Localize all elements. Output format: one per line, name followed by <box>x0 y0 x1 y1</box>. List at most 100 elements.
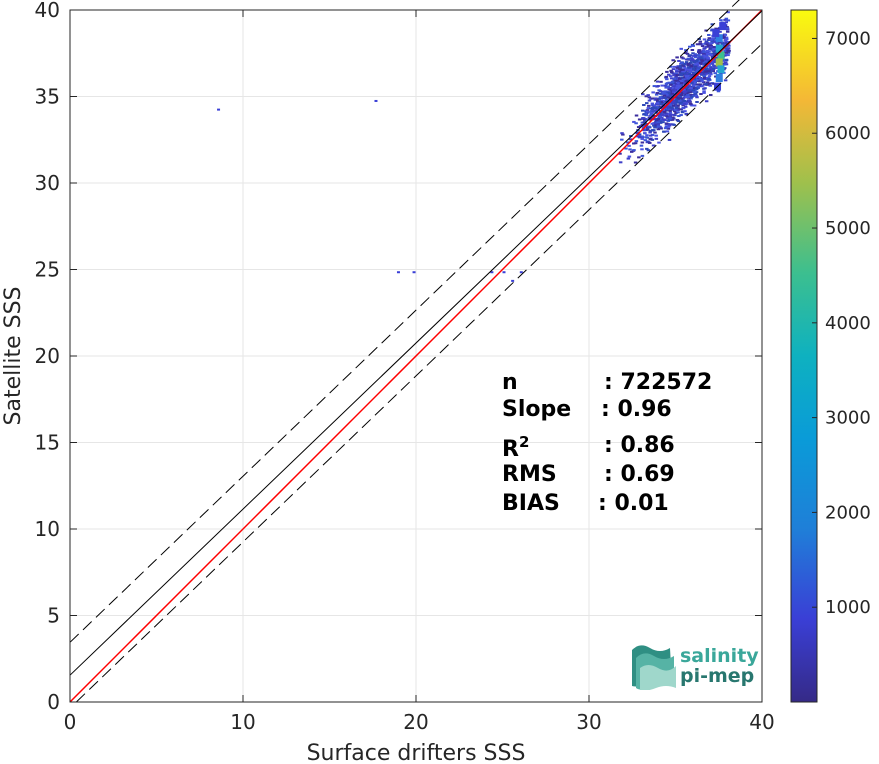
density-point <box>694 79 699 82</box>
density-point <box>702 49 706 52</box>
density-point <box>679 74 683 77</box>
density-point <box>658 92 663 95</box>
density-point <box>709 73 713 76</box>
density-point <box>710 62 715 65</box>
density-point <box>702 74 707 77</box>
density-point <box>714 27 718 30</box>
density-point <box>670 106 674 109</box>
density-point <box>681 107 686 110</box>
density-point <box>666 127 671 130</box>
density-point <box>675 86 679 89</box>
density-point <box>701 52 706 55</box>
density-point <box>701 53 706 56</box>
colorbar-tick-label: 5000 <box>825 218 871 239</box>
density-point <box>671 85 675 88</box>
density-point <box>670 81 675 84</box>
density-point <box>672 78 676 81</box>
density-point <box>643 120 647 123</box>
density-point <box>686 86 691 89</box>
density-point <box>707 82 712 85</box>
density-point <box>650 108 655 111</box>
stat-value: : 0.01 <box>598 491 669 516</box>
density-point <box>726 51 731 54</box>
density-point <box>654 134 658 137</box>
stat-value: : 722572 <box>604 370 713 395</box>
density-point <box>672 113 676 116</box>
density-point <box>654 98 659 101</box>
density-point <box>693 56 698 59</box>
density-point <box>661 108 666 111</box>
density-point <box>702 90 706 93</box>
colorbar-ticks: 1000 2000 3000 4000 5000 6000 7000 <box>812 28 871 618</box>
density-point <box>690 95 694 98</box>
density-point <box>723 18 727 21</box>
density-point <box>671 68 676 71</box>
density-point <box>706 42 710 45</box>
density-point <box>650 133 655 136</box>
density-point <box>693 72 698 75</box>
density-point <box>643 139 648 142</box>
density-point <box>713 65 717 68</box>
density-point <box>626 157 631 160</box>
stat-value: : 0.86 <box>604 433 675 458</box>
density-point <box>653 97 658 100</box>
density-point <box>699 72 704 75</box>
density-point <box>707 77 711 80</box>
density-point <box>685 91 689 94</box>
wave-logo-icon <box>632 645 676 691</box>
upper-bound-line <box>69 0 740 643</box>
density-point <box>674 79 678 82</box>
density-point <box>716 43 720 46</box>
density-point <box>674 75 678 78</box>
density-point <box>697 51 701 54</box>
density-point <box>709 38 713 41</box>
y-tick-label: 0 <box>47 690 60 714</box>
density-point <box>680 80 684 83</box>
density-point <box>678 102 683 105</box>
density-point <box>686 89 691 92</box>
density-point <box>678 99 682 102</box>
density-point <box>668 75 673 78</box>
x-tick-label: 40 <box>749 710 774 734</box>
density-point <box>707 78 712 81</box>
density-point <box>702 47 706 50</box>
density-point <box>674 112 678 115</box>
density-point <box>724 17 729 20</box>
density-point <box>658 120 662 123</box>
density-point <box>688 68 693 71</box>
density-point <box>676 88 681 91</box>
density-point <box>704 71 708 74</box>
density-hotspot <box>715 58 723 67</box>
density-point <box>682 76 687 79</box>
y-tick-label: 30 <box>35 171 60 195</box>
density-point <box>671 90 676 93</box>
density-point <box>724 59 729 62</box>
density-point <box>653 131 657 134</box>
density-point <box>722 43 727 46</box>
density-point <box>637 133 642 136</box>
density-point <box>694 87 699 90</box>
density-point <box>708 84 713 87</box>
outlier-point <box>519 271 523 274</box>
density-point <box>651 91 655 94</box>
density-point <box>663 97 668 100</box>
stat-label: RMS <box>502 462 557 487</box>
density-point <box>688 45 692 48</box>
density-point <box>697 57 701 60</box>
density-point <box>672 81 677 84</box>
density-point <box>670 96 675 99</box>
density-point <box>668 115 673 118</box>
density-point <box>646 94 650 97</box>
density-point <box>695 43 700 46</box>
density-point <box>682 72 687 75</box>
density-point <box>649 118 654 121</box>
density-hotspot <box>715 74 723 83</box>
density-point <box>679 85 684 88</box>
density-point <box>656 121 660 124</box>
density-point <box>648 141 652 144</box>
density-point <box>629 135 633 138</box>
density-point <box>686 84 690 87</box>
density-point <box>724 47 728 50</box>
density-point <box>677 77 682 80</box>
density-point <box>703 42 708 45</box>
